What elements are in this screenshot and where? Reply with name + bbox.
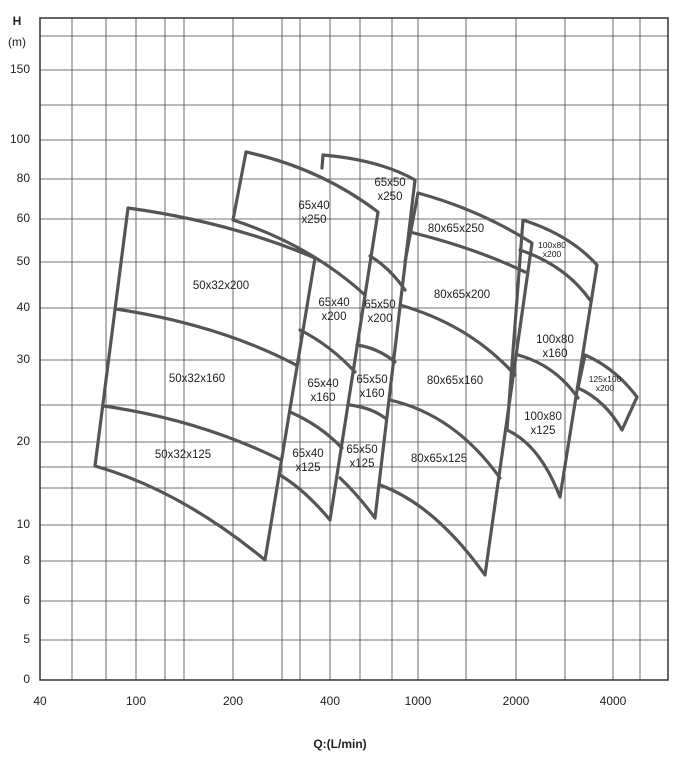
curve bbox=[368, 254, 407, 292]
region-label: 100x80 bbox=[524, 411, 562, 423]
curve bbox=[516, 353, 580, 400]
y-tick-label: 5 bbox=[23, 632, 30, 646]
region-label: 65x40 bbox=[298, 200, 329, 212]
region-label: x160 bbox=[360, 388, 385, 400]
y-axis-unit: (m) bbox=[8, 35, 26, 49]
region-label: x160 bbox=[543, 348, 568, 360]
region-label: x200 bbox=[368, 313, 393, 325]
region-label: 65x50 bbox=[364, 299, 395, 311]
pump-curves bbox=[93, 150, 639, 577]
curve bbox=[320, 153, 325, 170]
x-tick-label: 400 bbox=[320, 694, 340, 708]
y-tick-label: 100 bbox=[10, 132, 30, 146]
region-label: 65x40 bbox=[318, 297, 349, 309]
x-axis-title: Q:(L/min) bbox=[313, 737, 366, 751]
curve-outline bbox=[244, 150, 380, 522]
x-tick-label: 40 bbox=[33, 694, 47, 708]
y-tick-label: 150 bbox=[10, 62, 30, 76]
region-label: 50x32x200 bbox=[193, 280, 249, 292]
region-label: 100x80 bbox=[536, 334, 574, 346]
x-tick-label: 200 bbox=[223, 694, 243, 708]
region-label: x125 bbox=[531, 425, 556, 437]
curve bbox=[398, 303, 517, 377]
y-tick-label: 20 bbox=[17, 434, 31, 448]
x-tick-label: 1000 bbox=[405, 694, 432, 708]
grid bbox=[40, 18, 668, 680]
curve bbox=[231, 150, 367, 297]
region-label: 80x65x200 bbox=[434, 289, 490, 301]
curve-outline bbox=[321, 153, 417, 520]
y-tick-label: 80 bbox=[17, 171, 31, 185]
curve bbox=[518, 248, 592, 302]
curve-outline bbox=[576, 353, 639, 432]
region-label: x200 bbox=[543, 249, 562, 259]
y-tick-label: 0 bbox=[23, 672, 30, 686]
curve bbox=[388, 398, 502, 480]
region-label: 50x32x125 bbox=[155, 449, 211, 461]
x-tick-label: 2000 bbox=[503, 694, 530, 708]
curve bbox=[288, 410, 344, 450]
region-label: 80x65x125 bbox=[411, 453, 467, 465]
curve bbox=[298, 328, 357, 374]
region-label: x200 bbox=[322, 311, 347, 323]
region-label: 65x40 bbox=[307, 378, 338, 390]
region-label: x160 bbox=[311, 392, 336, 404]
plot-frame bbox=[39, 17, 669, 681]
region-label: 80x65x160 bbox=[427, 375, 483, 387]
curve-outline bbox=[505, 218, 599, 499]
y-tick-label: 6 bbox=[23, 593, 30, 607]
region-label: x125 bbox=[296, 462, 321, 474]
region-label: 80x65x250 bbox=[428, 223, 484, 235]
y-tick-label: 30 bbox=[17, 352, 31, 366]
curve bbox=[114, 307, 298, 367]
x-tick-label: 4000 bbox=[600, 694, 627, 708]
region-label: x200 bbox=[596, 383, 615, 393]
region-label: x250 bbox=[378, 191, 403, 203]
region-label: 125x100 bbox=[589, 374, 622, 384]
curve bbox=[408, 230, 527, 274]
y-tick-label: 50 bbox=[17, 254, 31, 268]
curve bbox=[355, 343, 397, 364]
region-label: x250 bbox=[302, 214, 327, 226]
x-tick-label: 100 bbox=[126, 694, 146, 708]
region-label: 65x50 bbox=[356, 374, 387, 386]
labels: 0 5 6 8 10 20 30 40 50 60 80 100 150 40 100 200 400 1000 2… bbox=[10, 62, 627, 708]
y-axis-title: H bbox=[13, 14, 22, 28]
region-label: 65x50 bbox=[346, 444, 377, 456]
curve bbox=[403, 191, 420, 264]
region-label: 65x40 bbox=[292, 448, 323, 460]
y-tick-label: 40 bbox=[17, 300, 31, 314]
region-label: 50x32x160 bbox=[169, 373, 225, 385]
region-label: x125 bbox=[350, 458, 375, 470]
y-tick-label: 8 bbox=[23, 553, 30, 567]
y-tick-label: 10 bbox=[17, 517, 31, 531]
curve bbox=[102, 404, 283, 462]
curve bbox=[348, 403, 387, 420]
region-label: 100x80 bbox=[538, 240, 566, 250]
region-label: 65x50 bbox=[374, 177, 405, 189]
curve-outline bbox=[93, 206, 317, 562]
y-tick-label: 60 bbox=[17, 211, 31, 225]
